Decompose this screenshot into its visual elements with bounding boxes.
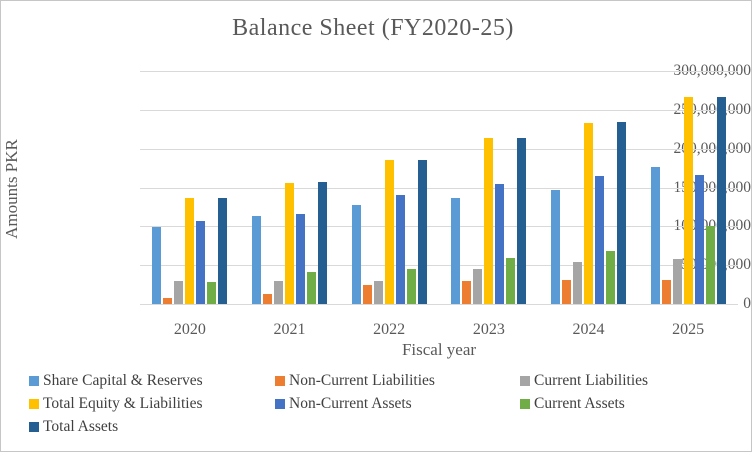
legend-label: Current Assets [534, 394, 625, 412]
bar-total-assets-2022 [417, 160, 427, 304]
chart-title: Balance Sheet (FY2020-25) [232, 15, 514, 41]
bar-share-capital-reserves-2021 [251, 216, 261, 304]
legend-swatch-icon [275, 375, 285, 386]
bar-current-liabilities-2022 [373, 280, 383, 304]
bar-non-current-assets-2023 [495, 184, 505, 304]
x-tick-label-2023: 2023 [472, 321, 505, 338]
legend-item-share-capital-reserves: Share Capital & Reserves [29, 372, 275, 389]
legend-label: Non-Current Liabilities [289, 371, 435, 389]
bar-non-current-liabilities-2025 [661, 279, 671, 304]
bar-non-current-assets-2025 [694, 175, 704, 304]
bar-current-assets-2025 [705, 226, 715, 304]
legend-item-total-equity-liabilities: Total Equity & Liabilities [29, 395, 275, 412]
legend-swatch-icon [275, 398, 285, 409]
bar-current-liabilities-2025 [672, 258, 682, 304]
bar-share-capital-reserves-2023 [451, 197, 461, 304]
bar-share-capital-reserves-2025 [650, 167, 660, 304]
x-tick-label-2025: 2025 [672, 321, 705, 338]
gridline [140, 226, 738, 228]
bar-current-assets-2023 [506, 258, 516, 304]
legend: Share Capital & Reserves Non-Current Liab… [29, 372, 730, 435]
bar-current-assets-2021 [306, 272, 316, 304]
plot-area [140, 71, 738, 305]
y-tick-label: 150,000,000 [673, 178, 752, 196]
x-tick-label-2024: 2024 [572, 321, 605, 338]
bar-series-area [140, 71, 738, 304]
legend-item-total-assets: Total Assets [29, 418, 275, 435]
bar-share-capital-reserves-2020 [152, 227, 162, 304]
bar-non-current-liabilities-2020 [163, 297, 173, 304]
legend-label: Current Liabilities [534, 371, 649, 389]
bar-non-current-liabilities-2022 [362, 284, 372, 304]
y-tick-label: 250,000,000 [673, 100, 752, 118]
legend-label: Share Capital & Reserves [43, 371, 203, 389]
bar-current-liabilities-2024 [572, 262, 582, 304]
bar-non-current-assets-2022 [395, 195, 405, 304]
bar-current-liabilities-2020 [174, 281, 184, 304]
legend-item-non-current-assets: Non-Current Assets [275, 395, 520, 412]
bar-non-current-liabilities-2024 [561, 279, 571, 304]
legend-swatch-icon [520, 398, 530, 409]
bar-total-equity-liabilities-2022 [384, 160, 394, 304]
legend-label: Non-Current Assets [289, 394, 412, 412]
bar-current-assets-2020 [207, 282, 217, 304]
y-tick-label: 300,000,000 [673, 62, 752, 79]
gridline [140, 109, 738, 111]
bar-group-2021 [240, 71, 340, 304]
legend-label: Total Equity & Liabilities [43, 394, 203, 412]
legend-item-current-liabilities: Current Liabilities [520, 372, 730, 389]
bar-current-liabilities-2021 [273, 280, 283, 304]
legend-label: Total Assets [43, 417, 119, 435]
x-tick-label-2020: 2020 [173, 321, 206, 338]
bar-total-assets-2020 [218, 198, 228, 304]
x-axis-title: Fiscal year [401, 340, 477, 359]
legend-swatch-icon [29, 398, 39, 409]
bar-total-equity-liabilities-2020 [185, 198, 195, 304]
y-tick-label: 0 [743, 295, 751, 312]
bar-total-equity-liabilities-2023 [484, 137, 494, 304]
bar-total-assets-2025 [716, 97, 726, 304]
bar-group-2022 [339, 71, 439, 304]
bar-non-current-liabilities-2023 [462, 281, 472, 304]
bar-group-2020 [140, 71, 240, 304]
gridline [140, 187, 738, 189]
x-tick-label-2022: 2022 [373, 321, 406, 338]
legend-swatch-icon [29, 421, 39, 432]
bar-total-equity-liabilities-2025 [683, 97, 693, 304]
bar-current-assets-2022 [406, 269, 416, 304]
bar-group-2024 [539, 71, 639, 304]
x-axis-line [140, 304, 738, 305]
bar-group-2023 [439, 71, 539, 304]
bar-total-assets-2023 [517, 137, 527, 304]
legend-swatch-icon [520, 375, 530, 386]
bar-non-current-assets-2024 [594, 175, 604, 304]
bar-non-current-assets-2020 [196, 220, 206, 304]
bar-share-capital-reserves-2022 [351, 204, 361, 304]
bar-current-assets-2024 [605, 251, 615, 304]
bar-non-current-assets-2021 [295, 213, 305, 304]
x-tick-label-2021: 2021 [273, 321, 306, 338]
bar-total-equity-liabilities-2021 [284, 182, 294, 304]
bar-total-equity-liabilities-2024 [583, 123, 593, 304]
legend-swatch-icon [29, 375, 39, 386]
bar-total-assets-2024 [616, 122, 626, 304]
gridline [140, 71, 738, 72]
bar-share-capital-reserves-2024 [550, 189, 560, 304]
legend-item-current-assets: Current Assets [520, 395, 730, 412]
bar-current-liabilities-2023 [473, 269, 483, 304]
bar-group-2025 [638, 71, 738, 304]
y-tick-label: 100,000,000 [631, 217, 752, 235]
gridline [140, 265, 738, 267]
legend-item-non-current-liabilities: Non-Current Liabilities [275, 372, 520, 389]
bar-total-assets-2021 [317, 182, 327, 304]
bar-non-current-liabilities-2021 [262, 293, 272, 304]
y-axis-title: Amounts PKR [2, 139, 21, 239]
y-tick-label: 200,000,000 [673, 139, 752, 157]
gridline [140, 148, 738, 150]
